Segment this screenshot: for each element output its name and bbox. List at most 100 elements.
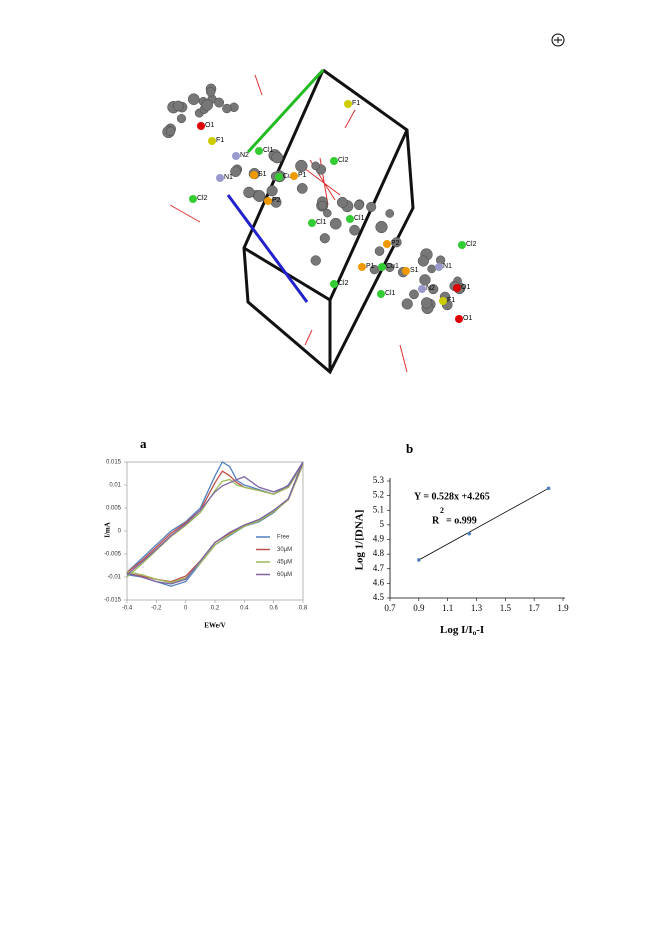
data-point <box>546 486 551 491</box>
atom <box>374 246 385 256</box>
chart-a: a I/mA EWe/V 0.015 0.01 0.005 0 -0.005 -0.01 -0.0… <box>104 436 308 630</box>
atom-label: Cl1 <box>316 219 327 226</box>
atom <box>214 97 225 108</box>
x-tick-label: 0.2 <box>211 606 220 612</box>
atom <box>385 209 395 218</box>
atom <box>323 208 332 218</box>
atom-label: N2 <box>240 152 249 159</box>
atom <box>439 297 447 305</box>
data-point <box>467 531 472 536</box>
atom <box>189 195 197 203</box>
y-tick-label: 4.6 <box>373 577 385 587</box>
y-axis-label: I/mA <box>104 522 112 538</box>
y-tick-label: 0 <box>118 529 122 535</box>
atom <box>250 171 258 179</box>
atom <box>346 215 354 223</box>
atom <box>418 285 426 293</box>
x-axis-label: EWe/V <box>204 622 225 630</box>
x-tick-label: 1.1 <box>442 603 453 613</box>
y-tick-label: 5.2 <box>373 490 384 500</box>
chart-title: a <box>140 436 147 451</box>
x-tick-label: -0.2 <box>151 606 162 612</box>
atom <box>458 241 466 249</box>
atom-label: S1 <box>258 171 267 178</box>
r-value: = o.999 <box>446 515 477 526</box>
atom <box>216 174 224 182</box>
atom <box>378 263 386 271</box>
atom <box>375 220 388 234</box>
atom <box>208 137 216 145</box>
atom <box>230 166 242 178</box>
atom <box>271 151 284 164</box>
chart-b: b 4.5 4.6 4.7 4.8 4.9 5 5.1 5.2 5.3 0.7 0.9 1.1 1.3 1.… <box>354 441 570 637</box>
atom <box>402 267 410 275</box>
atom-label: O1 <box>205 122 214 129</box>
equation: Y = 0.528x +4.265 <box>414 491 490 502</box>
y-tick-label: 0.01 <box>109 483 121 489</box>
y-tick-label: -0.01 <box>107 575 121 581</box>
y-tick-label: 0.005 <box>106 506 122 512</box>
x-axis-label-part: -I <box>476 624 484 636</box>
atom <box>253 190 266 202</box>
atom <box>391 237 402 248</box>
atom <box>377 290 385 298</box>
atom-label: P1 <box>298 172 307 179</box>
atom-label: N1 <box>224 174 233 181</box>
y-tick-label: 5.3 <box>373 475 385 485</box>
atom <box>435 263 443 271</box>
atom <box>417 255 429 267</box>
atom <box>201 99 213 111</box>
atom-label: F1 <box>352 100 360 107</box>
atom <box>311 161 320 171</box>
legend-label: Free <box>277 535 290 541</box>
y-tick-label: 4.8 <box>373 548 385 558</box>
atom <box>336 196 348 208</box>
atom-label: Cl1 <box>385 290 396 297</box>
atom <box>383 240 391 248</box>
atom-label: N2 <box>426 285 435 292</box>
x-tick-label: 1.3 <box>471 603 483 613</box>
atom-label: Cl1 <box>263 147 274 154</box>
atom <box>222 103 232 114</box>
atom <box>369 264 380 275</box>
y-tick-label: 0.015 <box>106 460 122 466</box>
x-tick-label: 0.6 <box>269 606 278 612</box>
y-axis-label: Log 1/[DNA] <box>354 510 366 571</box>
legend-label: 60µM <box>277 572 292 578</box>
y-tick-label: -0.015 <box>104 598 122 604</box>
atom-label: Cu1 <box>283 173 296 180</box>
atom-label: N1 <box>443 263 452 270</box>
legend-label: 45µM <box>277 560 292 566</box>
atom <box>206 87 216 97</box>
y-tick-label: -0.005 <box>104 552 122 558</box>
atom-label: Cl2 <box>338 280 349 287</box>
atom <box>319 233 330 244</box>
atom-label: Cl2 <box>197 195 208 202</box>
legend-label: 30µM <box>277 547 292 553</box>
x-tick-label: 0 <box>184 606 188 612</box>
atom <box>187 93 200 106</box>
atom <box>165 126 176 137</box>
atom <box>344 100 352 108</box>
atom <box>243 186 255 199</box>
atom <box>358 263 366 271</box>
atom-label: P2 <box>272 197 281 204</box>
atom <box>420 297 433 309</box>
y-tick-label: 4.9 <box>373 534 385 544</box>
y-tick-label: 4.7 <box>373 563 385 573</box>
atom <box>427 264 436 274</box>
x-axis-label: Log I/Io-I <box>440 624 484 637</box>
x-tick-label: 1.5 <box>500 603 512 613</box>
atom <box>172 100 184 112</box>
atom <box>401 298 413 310</box>
atom-label: S1 <box>410 267 419 274</box>
chart-title: b <box>406 441 413 456</box>
atom-label: F1 <box>447 297 455 304</box>
atom <box>264 197 272 205</box>
y-tick-label: 4.5 <box>373 592 385 602</box>
x-tick-label: 1.9 <box>557 603 569 613</box>
atom-label: O1 <box>463 315 472 322</box>
fit-line <box>418 487 549 561</box>
atom <box>295 159 308 173</box>
